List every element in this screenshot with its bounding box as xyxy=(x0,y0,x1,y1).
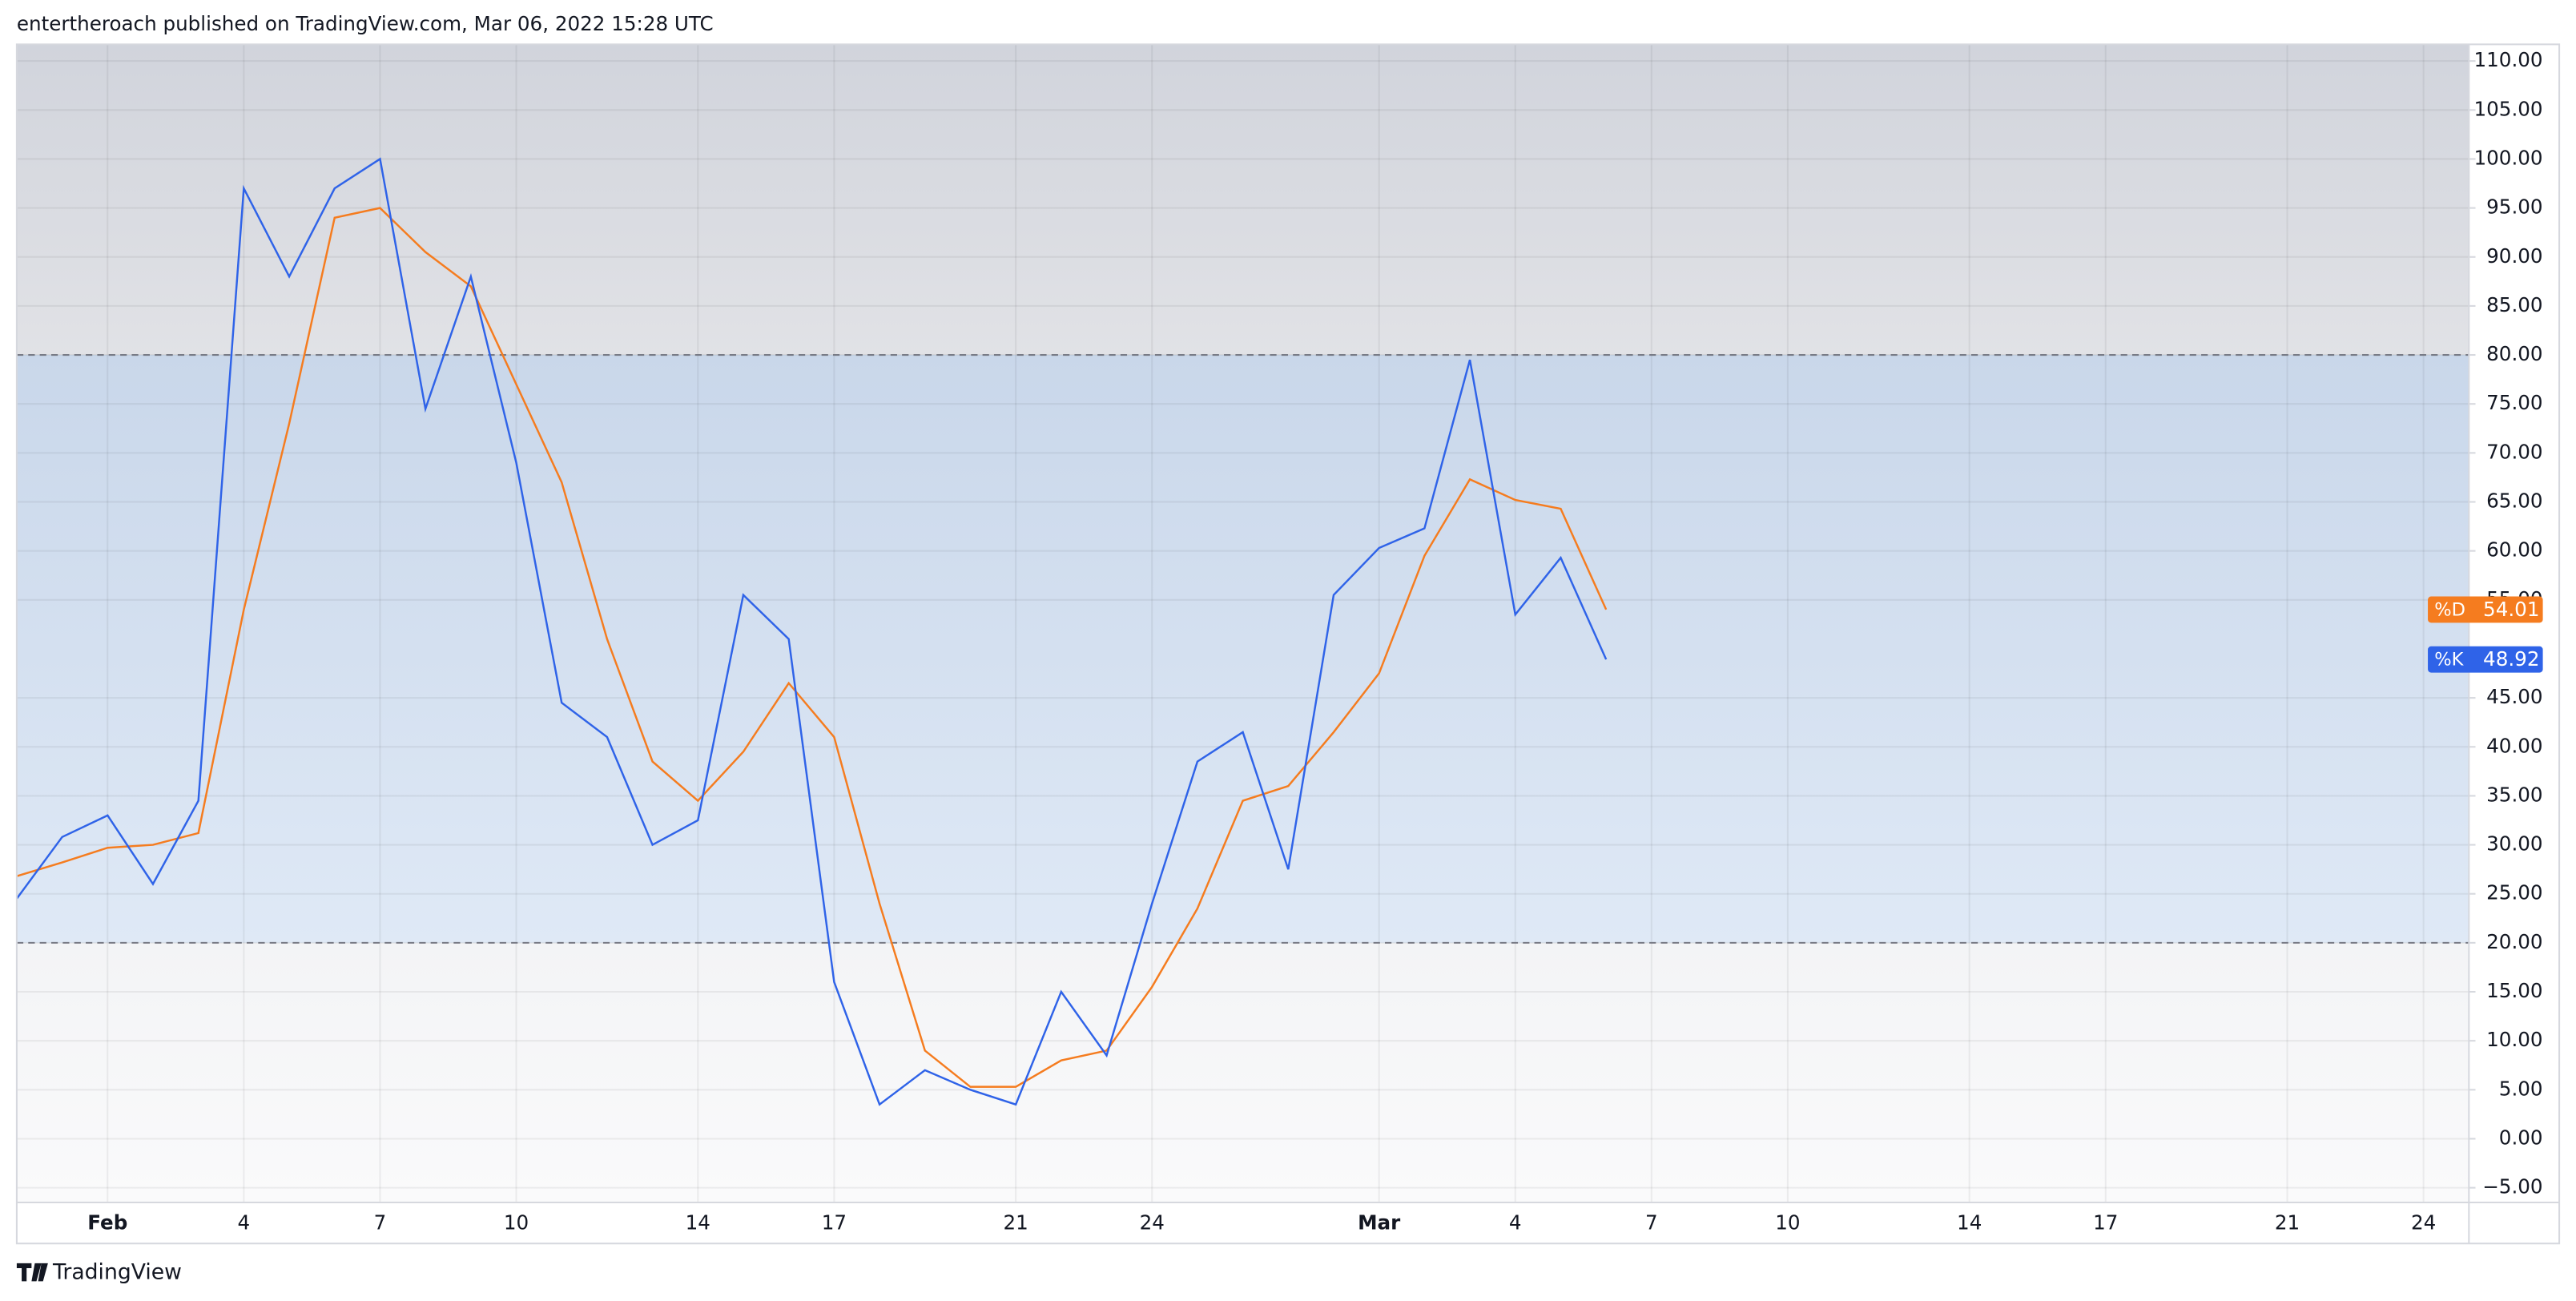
x-tick-label: 24 xyxy=(2411,1211,2436,1235)
x-tick-label: 24 xyxy=(1140,1211,1165,1235)
band-overbought xyxy=(16,44,2469,356)
x-tick-label: 10 xyxy=(504,1211,529,1235)
brand: TradingView xyxy=(52,1260,182,1285)
x-tick-label: 14 xyxy=(686,1211,710,1235)
y-tick-label: 95.00 xyxy=(2486,195,2542,219)
series-line xyxy=(16,207,1608,1088)
x-tick-label: 7 xyxy=(1645,1211,1658,1235)
y-tick-label: 40.00 xyxy=(2486,734,2542,757)
band-middle xyxy=(16,355,2469,943)
y-tick-label: 45.00 xyxy=(2486,685,2542,708)
y-tick-label: 25.00 xyxy=(2486,881,2542,904)
badge-value: 48.92 xyxy=(2483,647,2539,671)
x-tick-label: 10 xyxy=(1775,1211,1800,1235)
x-tick-label: Mar xyxy=(1358,1211,1401,1235)
badge-name: %K xyxy=(2434,650,2464,671)
y-tick-label: 20.00 xyxy=(2486,930,2542,953)
x-tick-label: 14 xyxy=(1957,1211,1982,1235)
y-tick-label: 110.00 xyxy=(2474,48,2543,71)
y-tick-label: 100.00 xyxy=(2474,146,2543,169)
y-tick-label: 60.00 xyxy=(2486,538,2542,562)
last-value-badge: %K 48.92 xyxy=(2428,646,2543,673)
y-tick-label: 30.00 xyxy=(2486,832,2542,856)
y-tick-label: 35.00 xyxy=(2486,783,2542,806)
x-tick-label: 17 xyxy=(2093,1211,2118,1235)
y-tick-label: 0.00 xyxy=(2499,1126,2543,1149)
x-tick-label: 4 xyxy=(1509,1211,1522,1235)
header: entertheroach published on TradingView.c… xyxy=(17,12,714,35)
x-tick-label: 7 xyxy=(374,1211,387,1235)
y-tick-label: 105.00 xyxy=(2474,97,2543,120)
y-tick-label: 70.00 xyxy=(2486,440,2542,463)
badge-bg xyxy=(2428,646,2543,673)
y-tick-label: 75.00 xyxy=(2486,391,2542,414)
y-tick-label: 65.00 xyxy=(2486,489,2542,513)
y-tick-label: 80.00 xyxy=(2486,342,2542,365)
x-tick-label: 4 xyxy=(238,1211,251,1235)
x-tick-label: 21 xyxy=(1003,1211,1028,1235)
y-tick-label: 85.00 xyxy=(2486,293,2542,316)
y-tick-label: 10.00 xyxy=(2486,1028,2542,1051)
y-tick-label: 90.00 xyxy=(2486,244,2542,268)
y-tick-label: −5.00 xyxy=(2482,1175,2542,1198)
logo-icon xyxy=(16,1263,48,1282)
badge-bg xyxy=(2428,596,2543,623)
y-tick-label: 15.00 xyxy=(2486,979,2542,1002)
frame xyxy=(15,43,2561,1245)
badge-name: %D xyxy=(2434,599,2465,620)
series-line xyxy=(16,157,1608,1106)
badge-value: 54.01 xyxy=(2483,598,2539,621)
last-value-badge: %D 54.01 xyxy=(2428,596,2543,623)
logo: TradingView xyxy=(16,1260,182,1285)
y-tick-label: 5.00 xyxy=(2499,1077,2543,1100)
x-tick-label: Feb xyxy=(87,1211,127,1235)
x-tick-label: 17 xyxy=(822,1211,847,1235)
x-tick-label: 21 xyxy=(2275,1211,2300,1235)
band-oversold xyxy=(16,942,2469,1202)
